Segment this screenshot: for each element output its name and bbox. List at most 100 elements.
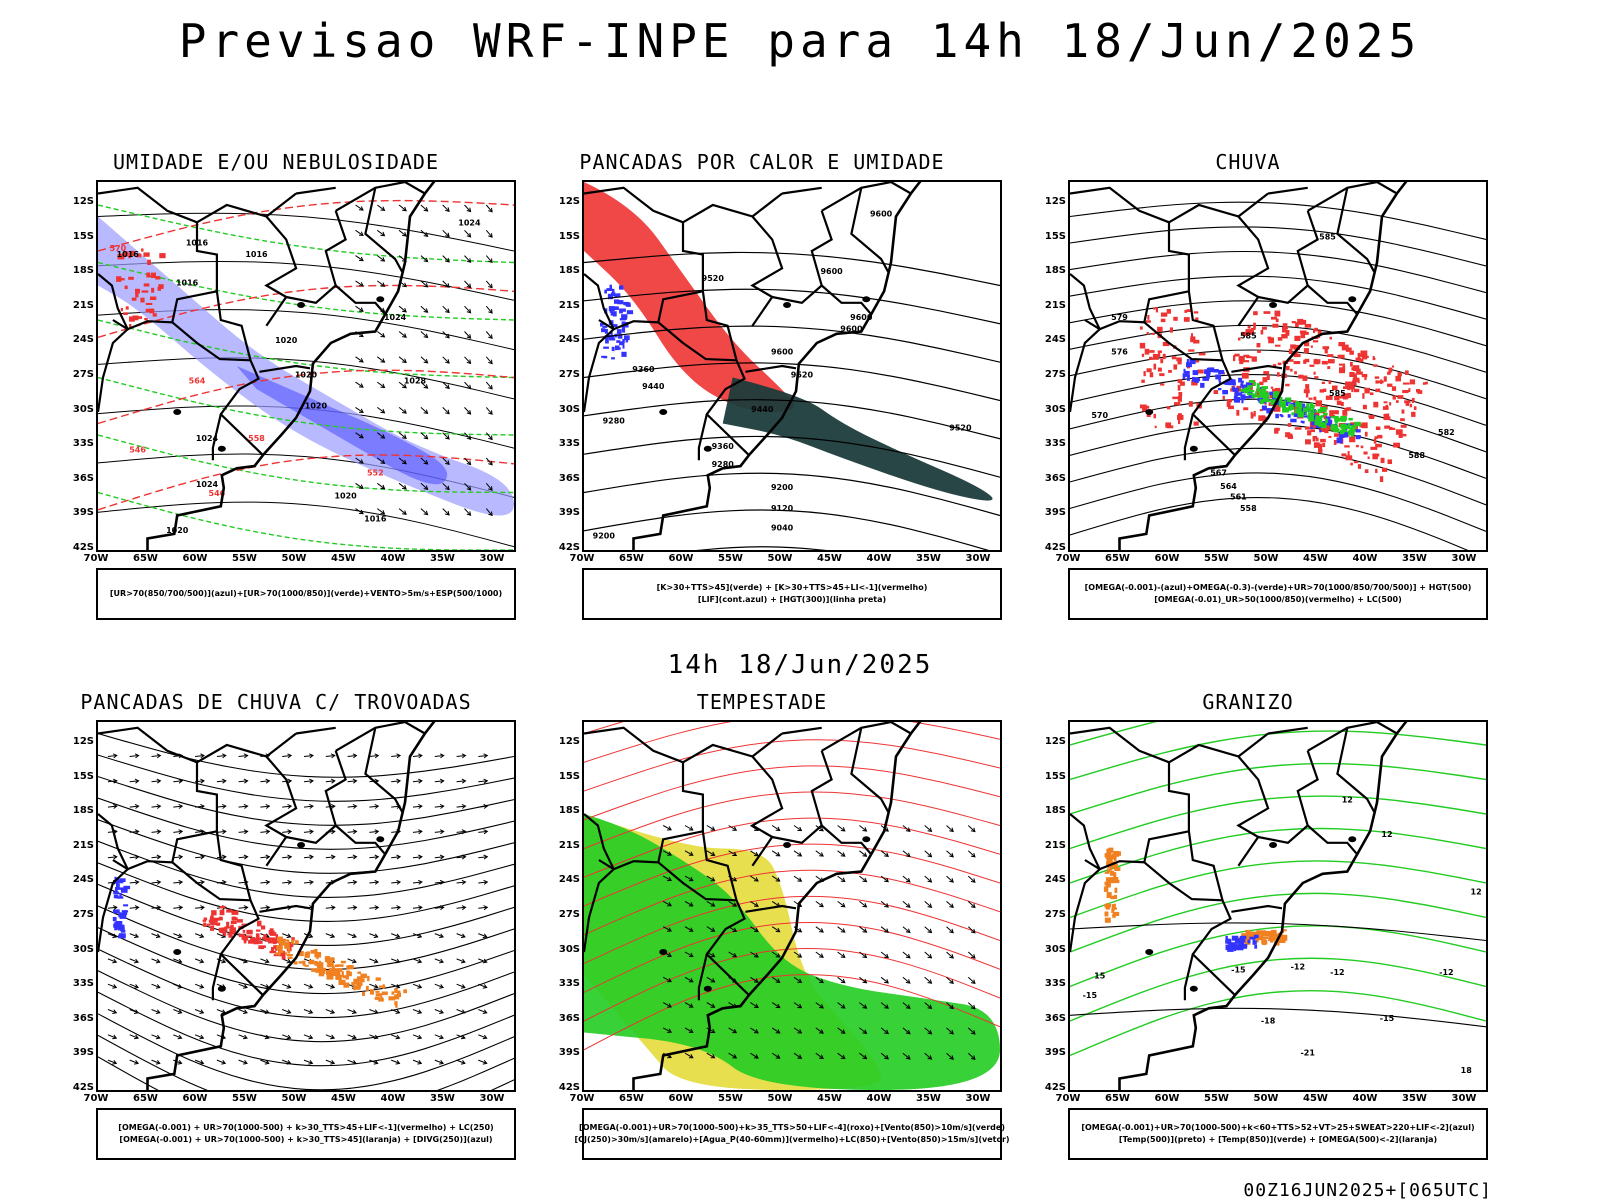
wind-arrow-head [264, 958, 270, 964]
longitude-label: 35W [1402, 553, 1427, 564]
wind-arrow [303, 780, 314, 783]
wind-arrow [238, 1059, 248, 1064]
wind-arrow [260, 1009, 269, 1014]
speckle [1239, 355, 1245, 362]
wind-arrow-head [445, 359, 450, 364]
map-boundaries [584, 722, 922, 1090]
speckle [1355, 444, 1359, 448]
speckle [1288, 348, 1293, 354]
speckle [1253, 940, 1257, 945]
wind-arrow-head [308, 933, 314, 939]
wind-arrow-head [905, 928, 911, 934]
contour-label: 1016 [117, 250, 140, 259]
contour-label: 558 [1240, 504, 1257, 513]
wind-arrow [456, 856, 466, 859]
wind-arrow-head [439, 905, 445, 911]
speckle [1105, 882, 1111, 888]
speckle [1236, 409, 1240, 416]
lake [783, 302, 792, 309]
wind-arrow-head [156, 854, 162, 860]
speckle [1263, 398, 1270, 403]
contour-line [584, 895, 1000, 964]
wind-arrow-head [488, 435, 493, 441]
speckle [248, 941, 254, 944]
speckle [1242, 937, 1246, 943]
speckle [287, 947, 291, 954]
wind-arrow-head [710, 851, 716, 856]
wind-arrow [391, 933, 400, 938]
speckle [1162, 353, 1166, 360]
speckle [1321, 381, 1325, 384]
speckle [238, 933, 245, 938]
speckle [1315, 400, 1322, 407]
wind-arrow-head [330, 1059, 336, 1065]
wind-arrow-head [488, 410, 493, 415]
wind-arrow [420, 407, 428, 414]
wind-arrow [355, 482, 364, 489]
speckle [1362, 404, 1367, 410]
speckle [1385, 404, 1388, 410]
wind-arrow [369, 1059, 378, 1064]
speckle [226, 921, 230, 927]
speckle [256, 929, 261, 932]
wind-arrow [412, 805, 422, 808]
border-line [657, 861, 750, 996]
speckle [626, 304, 631, 307]
wind-arrow-head [199, 933, 205, 939]
speckle [1256, 343, 1261, 348]
latitude-label: 12S [72, 196, 94, 207]
wind-arrow-head [439, 778, 445, 784]
wind-arrow-head [112, 933, 118, 939]
speckle [1261, 386, 1268, 389]
wind-arrow-head [351, 958, 357, 964]
speckle [1274, 310, 1281, 317]
contour-label: -12 [1439, 968, 1453, 977]
wind-arrow [967, 926, 976, 934]
wind-arrow [129, 906, 139, 909]
map-frame: 9600 9600 9600 9600 9600 9520 9520 9440 9440 9360… [582, 180, 1002, 552]
speckle [113, 909, 120, 914]
wind-arrow [347, 906, 357, 909]
contour-label: -18 [1261, 1016, 1276, 1025]
longitude-label: 70W [569, 1093, 595, 1104]
speckle [256, 937, 262, 941]
speckle [295, 940, 299, 945]
lake [376, 836, 385, 843]
speckle [114, 876, 117, 880]
wind-arrow [325, 1059, 335, 1064]
speckle [1152, 353, 1159, 360]
wind-arrow-head [358, 307, 364, 312]
wind-arrow-head [374, 803, 380, 809]
speckle [1259, 390, 1265, 397]
speckle [375, 990, 380, 993]
speckle [1253, 311, 1258, 316]
wind-arrow [412, 906, 422, 909]
map-canvas: 9600960096009600960095209520944094409360… [584, 182, 1000, 550]
latitude-label: 33S [72, 438, 94, 450]
speckle [1270, 399, 1276, 405]
speckle [1329, 336, 1332, 340]
speckle [1287, 433, 1293, 439]
speckle [1347, 430, 1355, 436]
speckle [1113, 872, 1117, 878]
speckle [1395, 429, 1403, 435]
wind-arrow [442, 331, 450, 339]
wind-arrow-head [199, 1059, 205, 1065]
speckle [1114, 887, 1118, 893]
speckle [1409, 379, 1416, 385]
wind-arrow [107, 780, 117, 783]
wind-arrow [728, 825, 737, 831]
contour-line [1070, 957, 1486, 1022]
longitude-label: 40W [380, 553, 406, 564]
wind-arrow-head [688, 1053, 694, 1059]
speckle [1286, 365, 1290, 371]
speckle [1202, 377, 1209, 381]
wind-arrow-head [461, 879, 467, 885]
wind-arrow-head [970, 1055, 976, 1060]
speckle [1305, 439, 1311, 445]
wind-arrow-head [862, 953, 868, 959]
speckle [1241, 397, 1244, 404]
speckle [1302, 415, 1308, 418]
wind-arrow [173, 780, 183, 783]
longitude-label: 70W [1055, 553, 1081, 564]
